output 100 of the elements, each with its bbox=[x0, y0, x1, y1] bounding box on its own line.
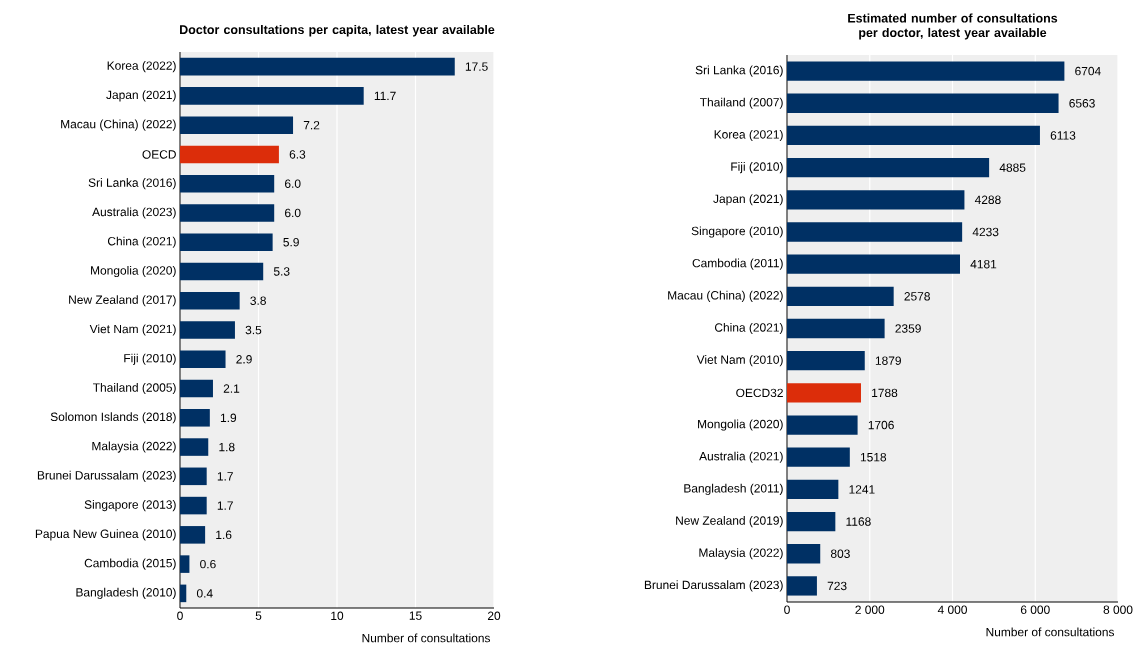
bar bbox=[180, 321, 235, 339]
y-tick-label: Bangladesh (2010) bbox=[76, 587, 176, 599]
data-label: 0.6 bbox=[200, 559, 216, 569]
data-label: 5.3 bbox=[273, 267, 290, 276]
bar bbox=[180, 526, 206, 544]
bar bbox=[180, 87, 364, 105]
data-label: 6113 bbox=[1050, 131, 1076, 140]
y-tick-label: Thailand (2005) bbox=[93, 382, 176, 395]
y-tick-label: Singapore (2013) bbox=[84, 500, 176, 512]
bar bbox=[180, 555, 190, 573]
data-label: 2.9 bbox=[236, 355, 252, 364]
y-tick-label: Thailand (2007) bbox=[700, 97, 783, 109]
bar bbox=[787, 254, 960, 274]
data-label: 6563 bbox=[1069, 99, 1095, 108]
bar bbox=[180, 350, 226, 369]
bar bbox=[180, 409, 210, 427]
bar bbox=[787, 125, 1040, 146]
y-tick-label: China (2021) bbox=[107, 236, 176, 248]
x-tick-label: 10 bbox=[331, 611, 344, 620]
y-tick-label: Malaysia (2022) bbox=[92, 441, 176, 453]
y-tick-label: Malaysia (2022) bbox=[699, 548, 783, 560]
bar bbox=[180, 57, 455, 76]
bar bbox=[787, 544, 821, 564]
y-tick-label: Sri Lanka (2016) bbox=[88, 178, 176, 190]
data-label: 2.1 bbox=[223, 384, 240, 393]
x-tick-label: 6 000 bbox=[1020, 605, 1050, 614]
bar bbox=[787, 157, 990, 178]
y-tick-label: Papua New Guinea (2010) bbox=[35, 529, 176, 541]
chart-title: Estimated number of consultations per doctor, latest year available bbox=[848, 13, 1058, 40]
bar bbox=[180, 174, 275, 193]
x-tick-label: 8 000 bbox=[1103, 605, 1133, 614]
y-tick-label: Mongolia (2020) bbox=[91, 265, 176, 278]
bar bbox=[180, 116, 294, 134]
data-label: 2578 bbox=[904, 292, 930, 301]
y-tick-label: Fiji (2010) bbox=[731, 162, 783, 174]
x-axis-title: Number of consultations bbox=[986, 627, 1115, 637]
y-tick-label: Singapore (2010) bbox=[691, 226, 783, 238]
bar bbox=[180, 145, 279, 164]
y-tick-label: Brunei Darussalam (2023) bbox=[37, 470, 176, 482]
y-tick-label: Sri Lanka (2016) bbox=[695, 65, 783, 77]
chart-title: Doctor consultations per capita, latest year available bbox=[180, 24, 495, 37]
bar bbox=[180, 379, 213, 398]
y-tick-label: Cambodia (2015) bbox=[84, 558, 176, 570]
bar bbox=[180, 496, 207, 515]
data-label: 5.9 bbox=[283, 237, 299, 247]
data-label: 1706 bbox=[868, 420, 894, 430]
y-tick-label: Japan (2021) bbox=[106, 90, 176, 102]
x-tick-label: 0 bbox=[177, 611, 183, 620]
bar bbox=[180, 291, 240, 310]
data-label: 1788 bbox=[872, 388, 898, 398]
bar bbox=[787, 190, 965, 210]
data-label: 1.7 bbox=[217, 472, 233, 481]
y-tick-label: China (2021) bbox=[714, 322, 783, 335]
data-label: 723 bbox=[827, 581, 847, 591]
data-label: 17.5 bbox=[465, 62, 488, 71]
bar bbox=[787, 479, 839, 500]
y-tick-label: Viet Nam (2021) bbox=[89, 324, 176, 336]
y-tick-label: Korea (2021) bbox=[714, 129, 783, 142]
y-tick-label: New Zealand (2019) bbox=[676, 516, 783, 528]
data-label: 1.9 bbox=[220, 413, 237, 423]
data-label: 4233 bbox=[972, 227, 999, 237]
y-tick-label: Cambodia (2011) bbox=[692, 258, 783, 270]
bar bbox=[180, 584, 187, 603]
data-label: 4288 bbox=[974, 195, 1001, 205]
data-label: 11.7 bbox=[374, 91, 396, 101]
y-tick-label: Korea (2022) bbox=[107, 61, 176, 73]
data-label: 1241 bbox=[849, 485, 875, 494]
x-tick-label: 0 bbox=[784, 605, 790, 614]
data-label: 1.8 bbox=[219, 442, 235, 452]
data-label: 3.8 bbox=[250, 296, 266, 305]
y-tick-label: Bangladesh (2011) bbox=[684, 483, 783, 495]
x-tick-label: 20 bbox=[487, 611, 501, 620]
data-label: 6.0 bbox=[285, 179, 301, 188]
data-label: 4181 bbox=[970, 259, 997, 269]
bar bbox=[787, 415, 858, 435]
data-label: 6704 bbox=[1075, 66, 1101, 76]
y-tick-label: Australia (2021) bbox=[699, 451, 783, 463]
data-label: 2359 bbox=[895, 324, 921, 333]
bar bbox=[787, 222, 963, 242]
data-label: 6.0 bbox=[285, 208, 301, 218]
bar bbox=[787, 61, 1065, 81]
y-tick-label: Australia (2023) bbox=[92, 207, 176, 219]
data-label: 7.2 bbox=[303, 120, 320, 130]
data-label: 803 bbox=[830, 549, 850, 558]
data-label: 6.3 bbox=[289, 150, 306, 159]
bar bbox=[180, 262, 264, 281]
bar bbox=[787, 286, 894, 306]
bar bbox=[787, 318, 885, 339]
bar bbox=[180, 467, 207, 486]
y-tick-label: Japan (2021) bbox=[713, 194, 783, 206]
y-tick-label: Brunei Darussalam (2023) bbox=[644, 580, 783, 592]
y-tick-label: Macau (China) (2022) bbox=[668, 290, 783, 302]
y-tick-label: Solomon Islands (2018) bbox=[50, 412, 176, 424]
y-tick-label: Mongolia (2020) bbox=[698, 419, 783, 431]
bar bbox=[787, 447, 850, 467]
y-tick-label: Viet Nam (2010) bbox=[696, 355, 783, 367]
data-label: 0.4 bbox=[196, 589, 213, 598]
bar bbox=[180, 204, 275, 222]
data-label: 3.5 bbox=[245, 325, 262, 335]
data-label: 1518 bbox=[860, 452, 887, 462]
